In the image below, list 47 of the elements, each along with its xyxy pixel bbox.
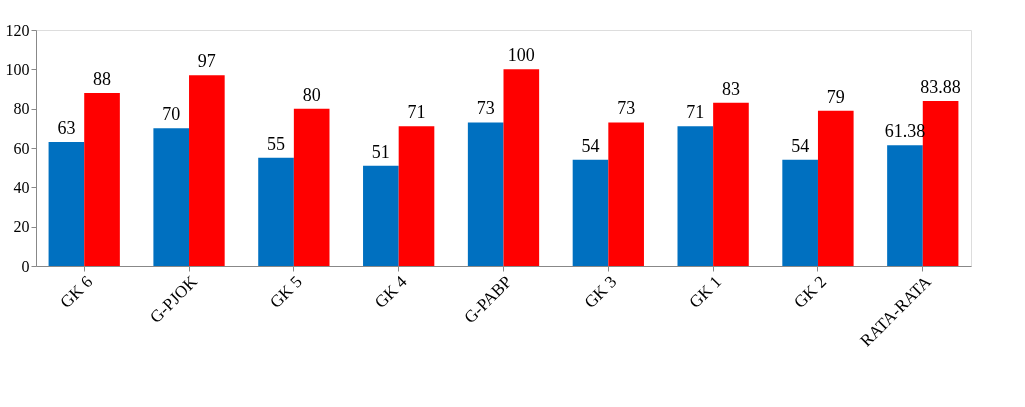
data-label: 88 (93, 68, 112, 89)
data-label: 55 (267, 133, 286, 154)
data-label: 80 (302, 84, 321, 105)
bar (503, 69, 540, 266)
bar (258, 157, 294, 266)
data-label: 51 (371, 141, 390, 162)
x-tick-label: GK 5 (266, 272, 306, 312)
bar (189, 75, 225, 266)
y-tick-label: 20 (13, 218, 30, 236)
bar (293, 108, 330, 266)
data-label: 83.88 (920, 77, 961, 98)
bar (608, 122, 644, 266)
x-tick-label: GK 2 (790, 272, 830, 312)
bar (467, 122, 504, 266)
y-tick-label: 80 (13, 100, 30, 118)
x-tick-label: GK 1 (685, 272, 726, 312)
bar (782, 159, 818, 266)
data-label: 79 (826, 86, 845, 107)
x-tick-label: GK 6 (56, 272, 97, 312)
data-label: 63 (57, 118, 76, 139)
data-label: 73 (476, 98, 495, 119)
y-tick-label: 0 (21, 257, 30, 275)
x-tick-label: GK 3 (580, 272, 621, 312)
data-label: 83 (721, 78, 740, 99)
y-tick-label: 120 (5, 21, 30, 39)
bar (153, 128, 190, 266)
data-label: 70 (162, 104, 181, 125)
data-label: 54 (581, 135, 600, 156)
data-label: 100 (507, 45, 535, 66)
y-tick-label: 40 (13, 178, 30, 196)
x-tick-label: GK 4 (370, 271, 412, 312)
bar (817, 110, 854, 266)
bar (363, 165, 399, 266)
data-label: 54 (791, 135, 810, 156)
y-tick-label: 60 (13, 139, 30, 157)
y-tick-label: 100 (5, 60, 30, 78)
data-label: 73 (617, 98, 636, 119)
bar (887, 145, 923, 266)
data-label: 71 (686, 102, 705, 123)
data-label: 97 (197, 51, 216, 72)
data-label: 71 (407, 102, 426, 123)
bar (48, 142, 85, 266)
bar (84, 92, 120, 266)
bar (677, 126, 714, 266)
bar (572, 159, 609, 266)
bar (713, 102, 749, 266)
bar (398, 126, 435, 266)
